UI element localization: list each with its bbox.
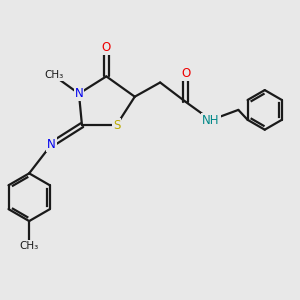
Text: N: N — [47, 138, 56, 151]
Text: O: O — [181, 67, 190, 80]
Text: N: N — [75, 87, 83, 100]
Text: CH₃: CH₃ — [44, 70, 63, 80]
Text: S: S — [113, 118, 120, 132]
Text: O: O — [102, 41, 111, 55]
Text: NH: NH — [202, 113, 220, 127]
Text: CH₃: CH₃ — [20, 241, 39, 251]
